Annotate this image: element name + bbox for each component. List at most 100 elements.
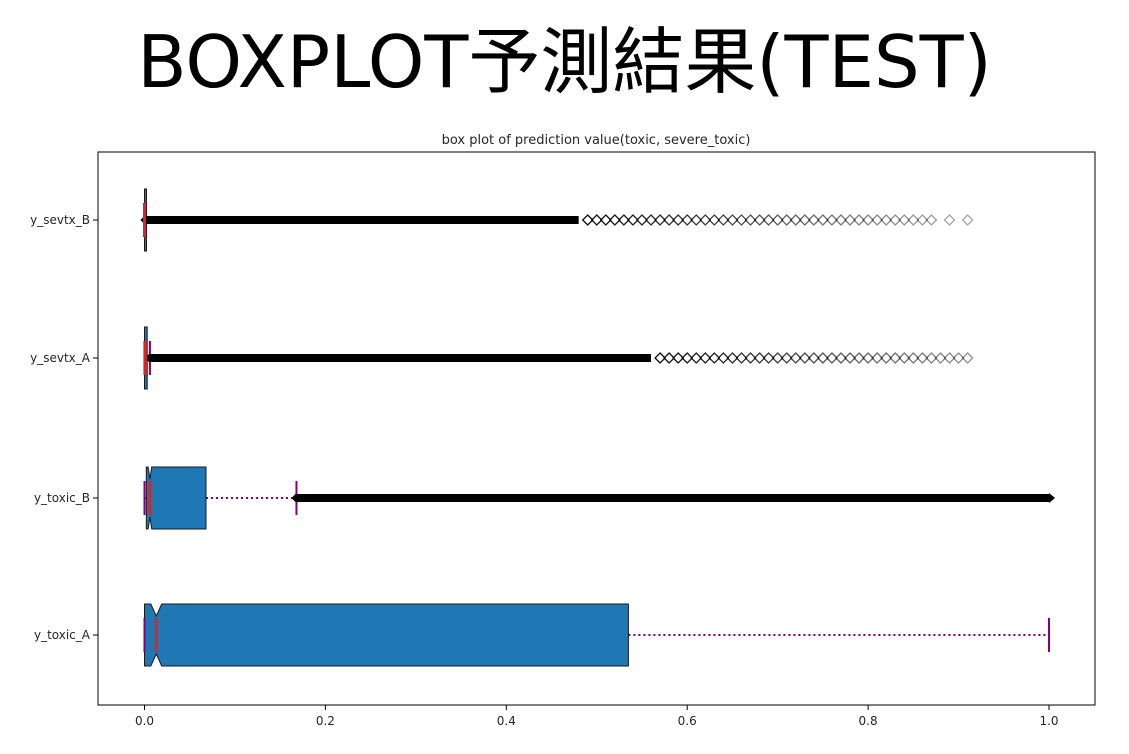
y-tick-label: y_sevtx_A <box>30 351 91 365</box>
flier-marker <box>581 214 594 226</box>
flier-marker <box>871 214 884 226</box>
flier-marker <box>780 352 793 364</box>
flier-marker <box>780 214 793 226</box>
flier-marker <box>916 352 929 364</box>
slide-title: BOXPLOT予測結果(TEST) <box>137 20 992 104</box>
flier-marker <box>663 214 676 226</box>
flier-marker <box>144 353 150 363</box>
x-tick-label: 0.4 <box>497 714 516 728</box>
flier-marker <box>762 352 775 364</box>
y-tick-label: y_toxic_A <box>34 628 91 642</box>
flier-marker <box>916 214 929 226</box>
flier-marker <box>907 352 920 364</box>
flier-marker <box>961 352 974 364</box>
axes-frame <box>97 151 1096 706</box>
flier-marker <box>753 352 766 364</box>
flier-marker <box>681 352 694 364</box>
flier-marker <box>889 352 902 364</box>
flier-marker <box>789 352 802 364</box>
flier-marker <box>943 352 956 364</box>
flier-marker <box>744 352 757 364</box>
flier-marker <box>798 352 811 364</box>
x-tick-label: 0.2 <box>316 714 335 728</box>
flier-band <box>149 354 652 362</box>
flier-marker <box>1049 493 1055 503</box>
flier-marker <box>699 352 712 364</box>
flier-marker <box>871 352 884 364</box>
flier-marker <box>816 214 829 226</box>
flier-marker <box>898 352 911 364</box>
flier-marker <box>735 214 748 226</box>
flier-marker <box>943 214 956 226</box>
flier-marker <box>789 214 802 226</box>
flier-marker <box>726 214 739 226</box>
flier-marker <box>835 214 847 226</box>
y-tick-label: y_toxic_B <box>34 491 90 505</box>
flier-marker <box>291 493 297 503</box>
flier-marker <box>636 214 648 226</box>
flier-marker <box>762 214 775 226</box>
plot-area <box>140 188 1055 667</box>
flier-marker <box>898 214 911 226</box>
flier-marker <box>708 214 721 226</box>
flier-marker <box>645 214 657 226</box>
flier-marker <box>744 214 757 226</box>
flier-marker <box>961 214 974 226</box>
flier-marker <box>889 214 902 226</box>
flier-marker <box>798 214 811 226</box>
flier-marker <box>771 352 784 364</box>
flier-marker <box>672 352 685 364</box>
y-tick-label: y_sevtx_B <box>30 213 90 227</box>
flier-marker <box>826 352 838 364</box>
flier-marker <box>681 214 694 226</box>
flier-marker <box>853 214 865 226</box>
flier-marker <box>771 214 784 226</box>
flier-marker <box>654 352 666 364</box>
flier-marker <box>880 352 893 364</box>
flier-marker <box>880 214 893 226</box>
flier-marker <box>807 214 820 226</box>
x-tick-label: 0.6 <box>678 714 697 728</box>
x-tick-label: 1.0 <box>1039 714 1058 728</box>
box-body <box>144 603 629 667</box>
flier-marker <box>844 352 856 364</box>
flier-marker <box>952 352 965 364</box>
chart-title: box plot of prediction value(toxic, seve… <box>442 133 751 148</box>
flier-marker <box>599 214 612 226</box>
flier-marker <box>844 214 856 226</box>
flier-marker <box>672 214 685 226</box>
flier-marker <box>816 352 829 364</box>
flier-marker <box>862 214 875 226</box>
flier-marker <box>807 352 820 364</box>
x-tick-label: 0.8 <box>859 714 878 728</box>
flier-marker <box>654 214 666 226</box>
flier-band <box>145 216 579 224</box>
flier-marker <box>735 352 748 364</box>
box-group-y_sevtx_B <box>140 188 974 252</box>
flier-marker <box>753 214 766 226</box>
flier-marker <box>699 214 712 226</box>
flier-marker <box>934 352 947 364</box>
box-group-y_sevtx_A <box>143 326 974 390</box>
box-group-y_toxic_B <box>143 466 1055 530</box>
flier-marker <box>907 214 920 226</box>
flier-marker <box>617 214 630 226</box>
flier-marker <box>853 352 865 364</box>
x-tick-label: 0.0 <box>135 714 154 728</box>
flier-marker <box>726 352 739 364</box>
flier-marker <box>826 214 838 226</box>
flier-marker <box>590 214 603 226</box>
flier-marker <box>835 352 847 364</box>
flier-band <box>296 494 1049 502</box>
flier-marker <box>717 352 730 364</box>
flier-marker <box>608 214 621 226</box>
flier-marker <box>862 352 875 364</box>
box-body <box>145 466 207 530</box>
flier-marker <box>690 214 703 226</box>
flier-marker <box>708 352 721 364</box>
box-group-y_toxic_A <box>143 603 1050 667</box>
flier-marker <box>627 214 639 226</box>
flier-marker <box>925 214 938 226</box>
flier-marker <box>925 352 938 364</box>
